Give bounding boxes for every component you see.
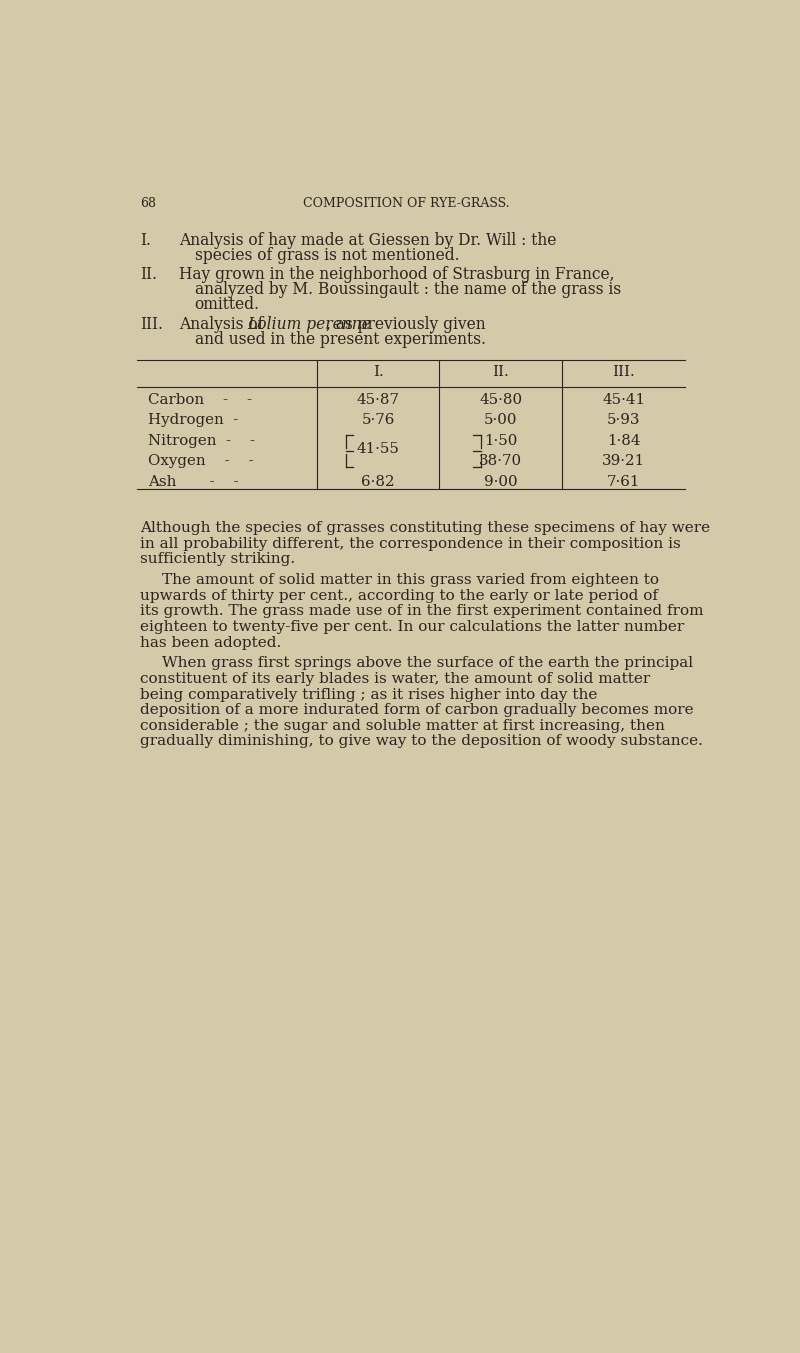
Text: Analysis of: Analysis of — [179, 315, 268, 333]
Text: COMPOSITION OF RYE-GRASS.: COMPOSITION OF RYE-GRASS. — [303, 198, 510, 210]
Text: Ash       -    -: Ash - - — [148, 475, 238, 488]
Text: sufficiently striking.: sufficiently striking. — [140, 552, 295, 567]
Text: , as previously given: , as previously given — [326, 315, 486, 333]
Text: 7·61: 7·61 — [607, 475, 640, 488]
Text: has been adopted.: has been adopted. — [140, 636, 282, 649]
Text: Although the species of grasses constituting these specimens of hay were: Although the species of grasses constitu… — [140, 521, 710, 536]
Text: III.: III. — [140, 315, 163, 333]
Text: 1·84: 1·84 — [606, 434, 640, 448]
Text: Lolium perenne: Lolium perenne — [247, 315, 371, 333]
Text: in all probability different, the correspondence in their composition is: in all probability different, the corres… — [140, 537, 681, 551]
Text: 45·41: 45·41 — [602, 394, 645, 407]
Text: 45·87: 45·87 — [357, 394, 400, 407]
Text: 5·93: 5·93 — [606, 414, 640, 428]
Text: 5·00: 5·00 — [484, 414, 518, 428]
Text: II.: II. — [492, 364, 509, 379]
Text: Analysis of hay made at Giessen by Dr. Will : the: Analysis of hay made at Giessen by Dr. W… — [179, 231, 557, 249]
Text: Hay grown in the neighborhood of Strasburg in France,: Hay grown in the neighborhood of Strasbu… — [179, 267, 614, 283]
Text: constituent of its early blades is water, the amount of solid matter: constituent of its early blades is water… — [140, 672, 650, 686]
Text: analyzed by M. Boussingault : the name of the grass is: analyzed by M. Boussingault : the name o… — [194, 281, 621, 298]
Text: 6·82: 6·82 — [362, 475, 395, 488]
Text: When grass first springs above the surface of the earth the principal: When grass first springs above the surfa… — [162, 656, 693, 671]
Text: I.: I. — [140, 231, 151, 249]
Text: 45·80: 45·80 — [479, 394, 522, 407]
Text: upwards of thirty per cent., according to the early or late period of: upwards of thirty per cent., according t… — [140, 589, 658, 603]
Text: II.: II. — [140, 267, 158, 283]
Text: deposition of a more indurated form of carbon gradually becomes more: deposition of a more indurated form of c… — [140, 704, 694, 717]
Text: omitted.: omitted. — [194, 296, 259, 314]
Text: considerable ; the sugar and soluble matter at first increasing, then: considerable ; the sugar and soluble mat… — [140, 718, 665, 733]
Text: 68: 68 — [140, 198, 156, 210]
Text: 5·76: 5·76 — [362, 414, 395, 428]
Text: and used in the present experiments.: and used in the present experiments. — [194, 331, 486, 348]
Text: gradually diminishing, to give way to the deposition of woody substance.: gradually diminishing, to give way to th… — [140, 735, 703, 748]
Text: 38·70: 38·70 — [479, 455, 522, 468]
Text: 1·50: 1·50 — [484, 434, 518, 448]
Text: The amount of solid matter in this grass varied from eighteen to: The amount of solid matter in this grass… — [162, 574, 659, 587]
Text: Carbon    -    -: Carbon - - — [148, 394, 252, 407]
Text: being comparatively trifling ; as it rises higher into day the: being comparatively trifling ; as it ris… — [140, 687, 598, 702]
Text: Nitrogen  -    -: Nitrogen - - — [148, 434, 255, 448]
Text: III.: III. — [612, 364, 635, 379]
Text: eighteen to twenty-five per cent. In our calculations the latter number: eighteen to twenty-five per cent. In our… — [140, 620, 685, 635]
Text: Hydrogen  -: Hydrogen - — [148, 414, 238, 428]
Text: 9·00: 9·00 — [484, 475, 518, 488]
Text: I.: I. — [373, 364, 384, 379]
Text: 41·55: 41·55 — [357, 442, 400, 456]
Text: 39·21: 39·21 — [602, 455, 645, 468]
Text: Oxygen    -    -: Oxygen - - — [148, 455, 254, 468]
Text: species of grass is not mentioned.: species of grass is not mentioned. — [194, 246, 459, 264]
Text: its growth. The grass made use of in the first experiment contained from: its growth. The grass made use of in the… — [140, 605, 704, 618]
